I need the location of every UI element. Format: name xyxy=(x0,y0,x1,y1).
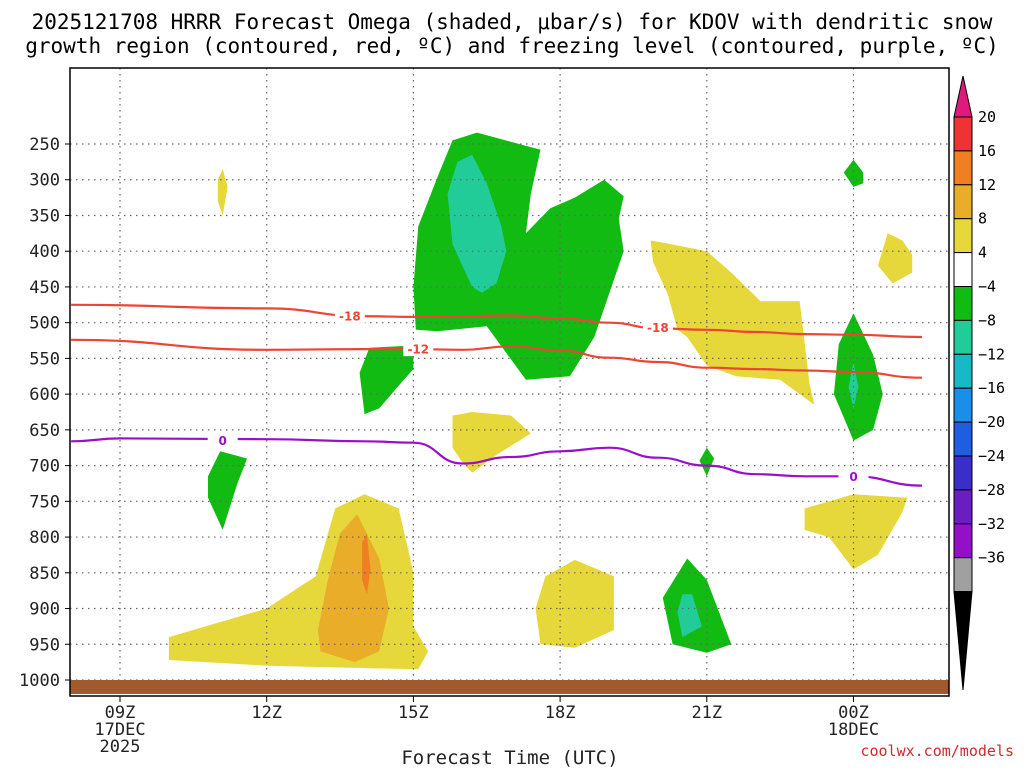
gridlines xyxy=(70,68,949,696)
omega-region-yellow-7 xyxy=(452,412,531,473)
omega-region-yellow-19 xyxy=(535,559,614,648)
y-tick-label-400: 400 xyxy=(29,242,60,262)
colorbar-segment-13 xyxy=(953,523,973,559)
contour-label--18-2: -18 xyxy=(647,321,669,335)
contour-label-bg--12-1 xyxy=(403,342,434,357)
x-axis-title: Forecast Time (UTC) xyxy=(401,747,618,768)
x-tick-label-00Z-line2: 18DEC xyxy=(828,720,879,740)
omega-region-green-6 xyxy=(359,345,414,415)
credit-text: coolwx.com/models xyxy=(860,742,1014,760)
omega-region-yellow-12 xyxy=(804,494,908,570)
colorbar-segment-14 xyxy=(953,557,973,593)
y-tick-label-900: 900 xyxy=(29,600,60,620)
contour-line--12c xyxy=(71,338,923,379)
y-axis-pressure: 250 300 350 400 450 500 550 600 650 700 750 800 850 9… xyxy=(19,135,70,691)
colorbar-segment-1 xyxy=(953,116,973,152)
colorbar-segment-8 xyxy=(953,353,973,389)
colorbar-label-2: 16 xyxy=(978,142,996,160)
colorbar-label-5: 4 xyxy=(978,244,987,262)
chart-title-line-1: 2025121708 HRRR Forecast Omega (shaded, … xyxy=(32,10,993,34)
y-tick-label-500: 500 xyxy=(29,314,60,334)
omega-region-green-13 xyxy=(843,159,864,187)
x-tick-label-00Z-line1: 00Z xyxy=(838,703,869,723)
y-tick-label-350: 350 xyxy=(29,206,60,226)
omega-region-red-orange-3 xyxy=(362,533,371,595)
colorbar-bottom-arrow xyxy=(953,591,973,691)
x-tick-label-09Z-line2: 17DEC xyxy=(94,720,145,740)
omega-region-yellow-9 xyxy=(217,169,228,216)
y-tick-label-550: 550 xyxy=(29,349,60,369)
x-tick-label-18Z-line1: 18Z xyxy=(545,703,576,723)
contour-line-0c xyxy=(71,437,923,487)
x-tick-label-12Z-line1: 12Z xyxy=(251,703,282,723)
colorbar-top-arrow xyxy=(953,75,973,118)
y-tick-label-450: 450 xyxy=(29,278,60,298)
contour-label-bg--18-2 xyxy=(642,320,673,335)
x-tick-label-09Z-line3: 2025 xyxy=(100,737,141,757)
colorbar-label-12: −28 xyxy=(978,481,1005,499)
x-tick-label-09Z-line1: 09Z xyxy=(105,703,136,723)
colorbar-label-4: 8 xyxy=(978,210,987,228)
colorbar-segment-7 xyxy=(953,319,973,355)
omega-region-green-14 xyxy=(833,313,883,441)
colorbar-segment-11 xyxy=(953,455,973,491)
contour-label-0-1: 0 xyxy=(219,434,227,448)
omega-region-teal-5 xyxy=(447,154,507,293)
y-tick-label-600: 600 xyxy=(29,385,60,405)
omega-region-teal-15 xyxy=(848,362,859,409)
omega-region-teal-17 xyxy=(677,594,702,638)
colorbar-legend: 20 16 12 8 4 −4 −8 −12 −16 −20 −24 −28 −32 −36 xyxy=(953,75,1005,691)
omega-region-yellow-10 xyxy=(650,240,815,405)
y-tick-label-300: 300 xyxy=(29,171,60,191)
y-tick-label-700: 700 xyxy=(29,457,60,477)
chart-title-line-2: growth region (contoured, red, ºC) and f… xyxy=(25,34,999,58)
colorbar-label-3: 12 xyxy=(978,176,996,194)
omega-region-orange-2 xyxy=(318,514,389,663)
contour-label--12-1: -12 xyxy=(407,343,429,357)
colorbar-label-7: −8 xyxy=(978,311,996,329)
temperature-contours: -18 -18 -12 0 0 xyxy=(71,303,923,487)
x-tick-label-21Z-line1: 21Z xyxy=(691,703,722,723)
y-tick-label-250: 250 xyxy=(29,135,60,155)
contour-label--18-1: -18 xyxy=(339,310,361,324)
y-tick-label-850: 850 xyxy=(29,564,60,584)
colorbar-segment-5 xyxy=(953,252,973,288)
colorbar-segment-4 xyxy=(953,218,973,254)
colorbar-label-10: −20 xyxy=(978,413,1005,431)
contour-label-bg-0-1 xyxy=(207,433,238,448)
colorbar-label-6: −4 xyxy=(978,278,996,296)
colorbar-segment-12 xyxy=(953,489,973,525)
colorbar-label-14: −36 xyxy=(978,549,1005,567)
contour-label-0-2: 0 xyxy=(849,470,857,484)
y-tick-label-1000: 1000 xyxy=(19,671,60,691)
colorbar-label-1: 20 xyxy=(978,108,996,126)
colorbar-label-13: −32 xyxy=(978,515,1005,533)
omega-region-green-8 xyxy=(208,451,248,530)
omega-region-green-18 xyxy=(699,447,715,477)
contour-label-bg--18-1 xyxy=(334,309,365,324)
contour-label-bg-0-2 xyxy=(838,469,869,484)
omega-region-yellow-11 xyxy=(877,233,913,284)
colorbar-segment-10 xyxy=(953,421,973,457)
colorbar-segment-9 xyxy=(953,387,973,423)
colorbar-label-9: −16 xyxy=(978,379,1005,397)
colorbar-segment-2 xyxy=(953,150,973,186)
plot-border xyxy=(69,67,950,697)
plot-area: -18 -18 -12 0 0 xyxy=(69,67,950,697)
colorbar-label-8: −12 xyxy=(978,345,1005,363)
omega-region-green-16 xyxy=(662,558,732,653)
x-tick-label-15Z-line1: 15Z xyxy=(398,703,429,723)
y-tick-label-950: 950 xyxy=(29,635,60,655)
colorbar-label-11: −24 xyxy=(978,447,1005,465)
colorbar-segment-3 xyxy=(953,184,973,220)
surface-ground xyxy=(70,680,949,694)
y-tick-label-800: 800 xyxy=(29,528,60,548)
y-tick-label-650: 650 xyxy=(29,421,60,441)
contour-line--18c xyxy=(71,303,923,339)
y-tick-label-750: 750 xyxy=(29,492,60,512)
colorbar-segment-6 xyxy=(953,286,973,321)
